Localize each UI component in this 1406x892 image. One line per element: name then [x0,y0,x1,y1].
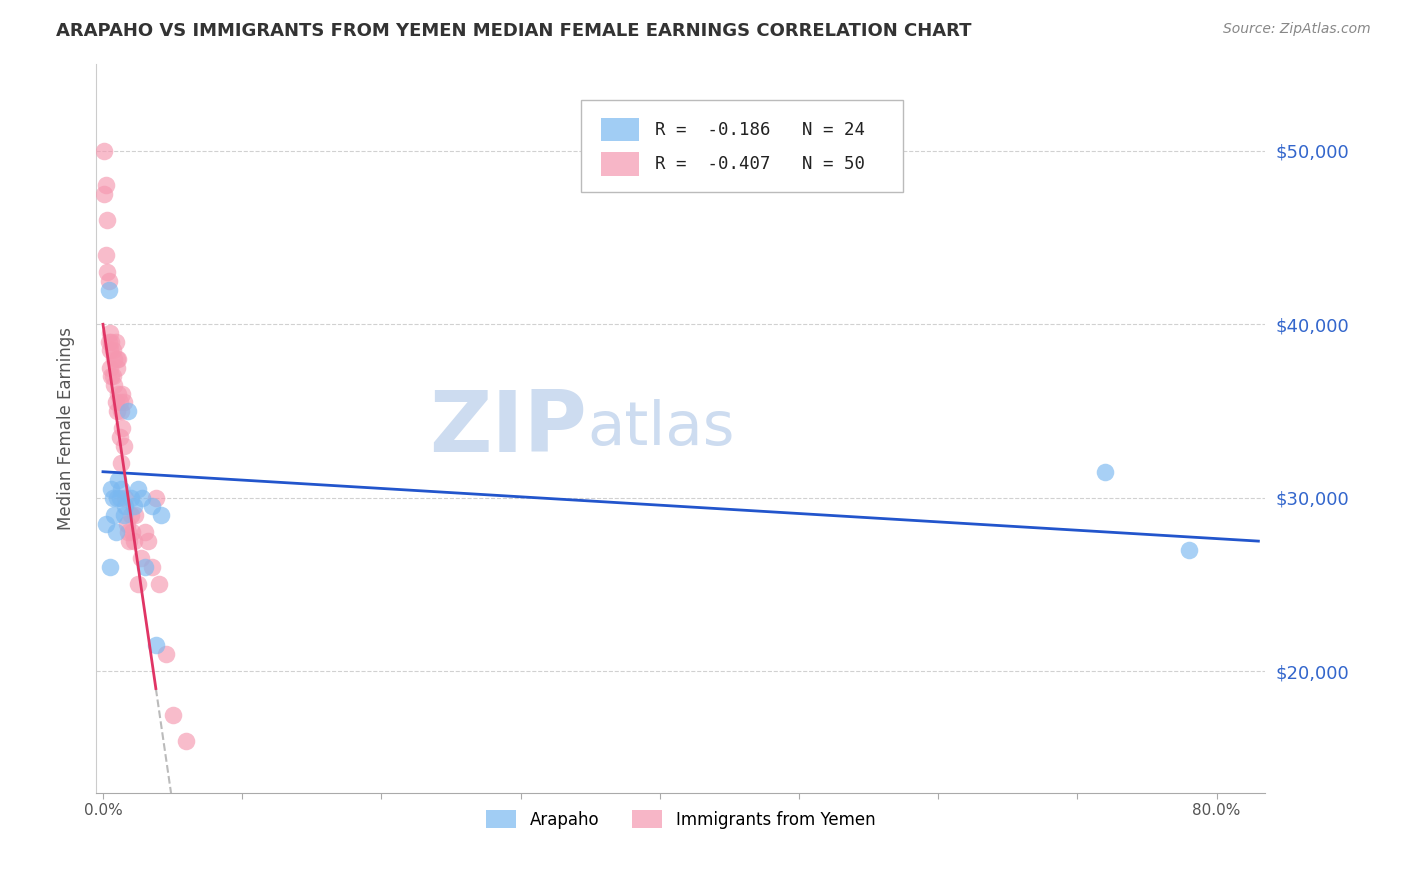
Point [101,491,124,505]
Point [98,326,121,340]
Point [155,647,177,661]
Point [100,369,122,384]
Point [114,500,136,514]
Point [120,491,142,505]
Point [110,482,132,496]
Point [107,474,129,488]
Point [127,482,149,496]
Point [114,491,136,505]
Bar [602,153,638,176]
Point [145,638,167,652]
Point [98,343,121,358]
Point [94,178,117,193]
Point [97,334,120,349]
Text: R =  -0.186   N = 24: R = -0.186 N = 24 [655,120,865,138]
Legend: Arapaho, Immigrants from Yemen: Arapaho, Immigrants from Yemen [479,804,882,835]
Point [134,525,156,540]
Point [112,439,135,453]
Point [94,248,117,262]
Point [162,707,184,722]
Point [124,508,146,522]
FancyBboxPatch shape [581,101,903,192]
Bar [602,118,638,141]
Point [112,508,135,522]
Point [93,144,115,158]
Point [1178,542,1201,557]
Point [136,534,159,549]
Point [150,508,173,522]
Point [107,386,129,401]
Point [103,351,125,366]
Point [176,733,198,747]
Point [141,500,163,514]
Point [148,577,170,591]
Point [111,386,134,401]
Point [131,491,153,505]
Point [120,508,142,522]
Point [108,430,131,444]
Point [104,395,127,409]
Point [115,516,138,531]
Point [122,534,145,549]
Point [96,213,118,227]
Point [112,395,135,409]
Point [96,265,118,279]
Point [101,343,124,358]
Text: R =  -0.407   N = 50: R = -0.407 N = 50 [655,155,865,173]
Point [117,404,139,418]
Point [100,482,122,496]
Point [127,577,149,591]
Point [121,525,143,540]
Point [110,456,132,470]
Point [94,516,117,531]
Point [111,421,134,435]
Point [105,351,128,366]
Point [97,274,120,288]
Point [104,525,127,540]
Point [100,334,122,349]
Point [145,491,167,505]
Point [103,378,125,392]
Point [105,491,128,505]
Point [122,500,145,514]
Point [97,283,120,297]
Point [93,187,115,202]
Point [141,560,163,574]
Text: atlas: atlas [588,399,734,458]
Text: Source: ZipAtlas.com: Source: ZipAtlas.com [1223,22,1371,37]
Point [104,334,127,349]
Point [134,560,156,574]
Point [103,508,125,522]
Point [129,551,152,566]
Point [118,534,141,549]
Point [117,525,139,540]
Point [108,491,131,505]
Point [105,404,128,418]
Point [107,351,129,366]
Point [108,395,131,409]
Text: ARAPAHO VS IMMIGRANTS FROM YEMEN MEDIAN FEMALE EARNINGS CORRELATION CHART: ARAPAHO VS IMMIGRANTS FROM YEMEN MEDIAN … [56,22,972,40]
Point [1094,465,1116,479]
Point [101,369,124,384]
Point [110,404,132,418]
Point [98,560,121,574]
Point [98,360,121,375]
Y-axis label: Median Female Earnings: Median Female Earnings [58,326,75,530]
Text: ZIP: ZIP [429,387,588,470]
Point [105,360,128,375]
